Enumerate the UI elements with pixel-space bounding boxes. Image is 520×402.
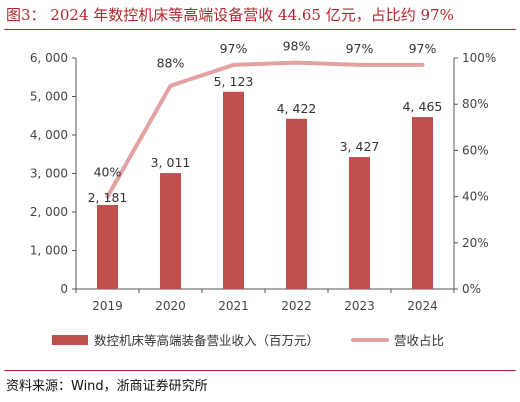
- line-point: [170, 85, 171, 87]
- bar: [286, 118, 307, 290]
- legend-line-label: 营收占比: [394, 333, 444, 348]
- bar-value-label: 4, 422: [277, 101, 317, 116]
- left-tick-label: 4, 000: [30, 128, 68, 142]
- right-tick-label: 60%: [462, 143, 489, 157]
- left-tick-label: 1, 000: [30, 244, 68, 258]
- figure-title: 图3： 2024 年数控机床等高端设备营收 44.65 亿元，占比约 97%: [6, 6, 454, 24]
- x-tick-label: 2019: [92, 299, 123, 313]
- left-tick-label: 6, 000: [30, 51, 68, 65]
- line-value-label: 97%: [346, 41, 374, 56]
- bar-value-label: 3, 011: [151, 155, 191, 170]
- right-tick-label: 80%: [462, 97, 489, 111]
- x-tick-label: 2020: [155, 299, 186, 313]
- bar: [223, 91, 244, 289]
- legend-bar-label: 数控机床等高端装备营业收入（百万元）: [94, 333, 319, 348]
- x-tick-label: 2023: [344, 299, 375, 313]
- bar-value-label: 5, 123: [214, 74, 254, 89]
- bar-value-label: 2, 181: [88, 190, 128, 205]
- line-point: [296, 62, 297, 64]
- legend-bar-swatch: [52, 335, 88, 345]
- left-tick-label: 0: [60, 282, 68, 296]
- line-point: [422, 64, 423, 66]
- source-note: 资料来源：Wind，浙商证券研究所: [6, 379, 208, 394]
- revenue-chart: 0 1, 000 2, 000 3, 000 4, 000 5, 000 6, 000 0% 2…: [30, 39, 496, 348]
- line-value-label: 98%: [283, 39, 311, 54]
- line-value-label: 97%: [409, 41, 437, 56]
- share-line: [105, 60, 425, 199]
- left-tick-label: 2, 000: [30, 205, 68, 219]
- left-tick-label: 3, 000: [30, 167, 68, 181]
- left-tick-label: 5, 000: [30, 90, 68, 104]
- bar: [97, 205, 118, 289]
- right-tick-label: 40%: [462, 190, 489, 204]
- bar-value-label: 4, 465: [403, 99, 443, 114]
- line-value-label: 97%: [220, 41, 248, 56]
- x-tick-label: 2021: [218, 299, 249, 313]
- source-rule: [4, 370, 516, 371]
- right-tick-label: 100%: [462, 51, 496, 65]
- right-tick-label: 0%: [462, 282, 481, 296]
- bar: [160, 173, 181, 289]
- line-point: [359, 64, 360, 66]
- bar: [412, 117, 433, 289]
- line-value-label: 40%: [94, 165, 122, 180]
- line-point: [233, 64, 234, 66]
- line-value-label: 88%: [157, 56, 185, 71]
- x-tick-label: 2022: [281, 299, 312, 313]
- x-tick-label: 2024: [407, 299, 438, 313]
- right-tick-label: 20%: [462, 236, 489, 250]
- bar: [349, 157, 370, 289]
- bar-value-label: 3, 427: [340, 139, 380, 154]
- title-rule: [4, 29, 516, 30]
- line-point: [107, 196, 108, 198]
